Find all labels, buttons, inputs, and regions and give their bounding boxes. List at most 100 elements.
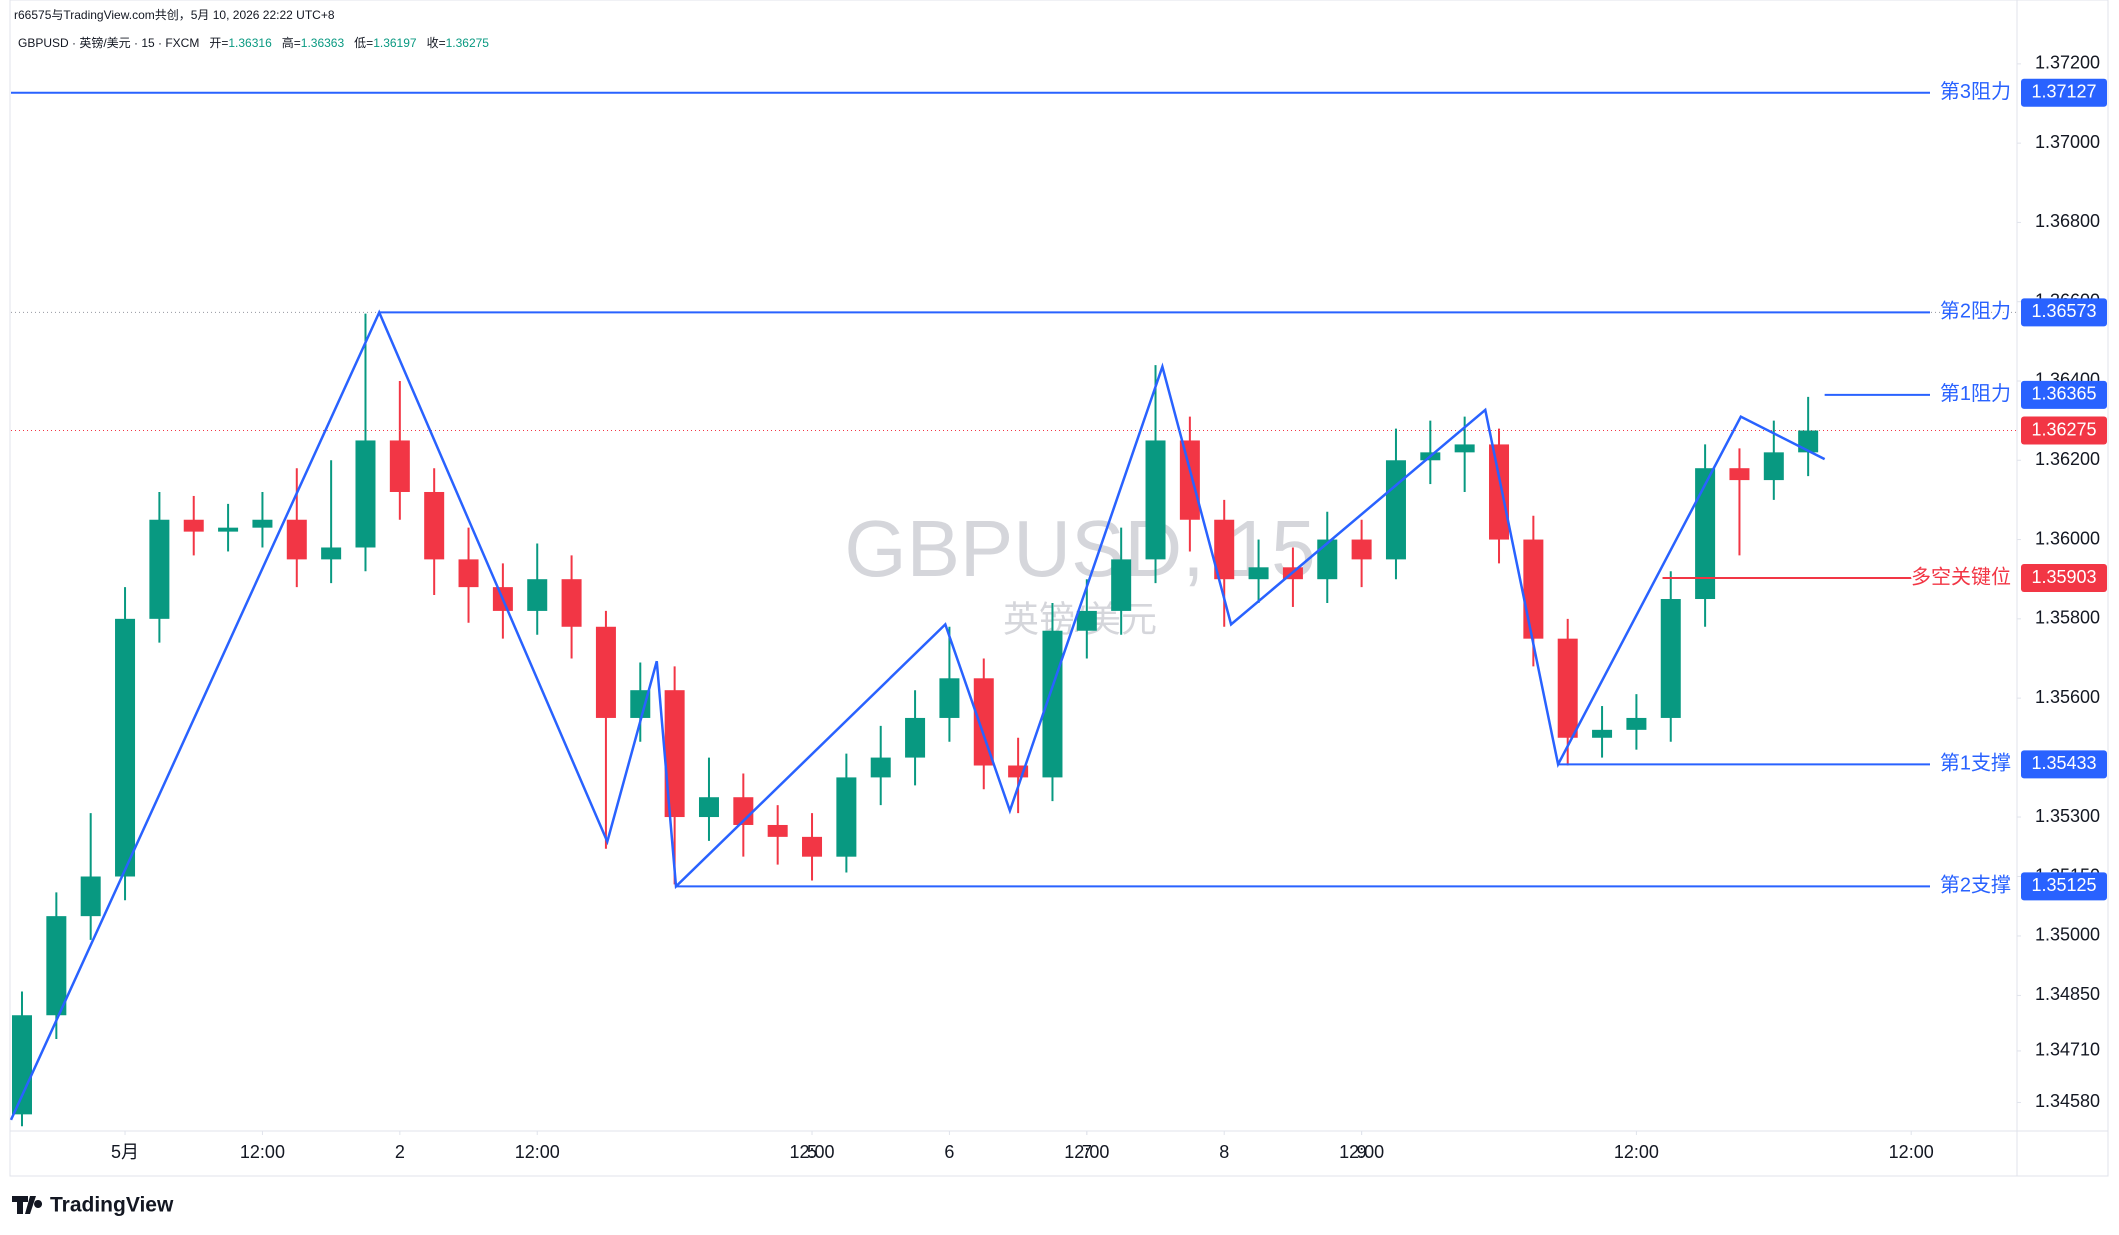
candle-body	[46, 916, 67, 1016]
y-tick-label: 1.36800	[2035, 211, 2100, 231]
y-tick-label: 1.35000	[2035, 925, 2100, 945]
level-box	[2021, 872, 2107, 901]
candle-body	[1557, 638, 1578, 738]
candle-body	[561, 579, 582, 627]
x-tick-label: 5	[807, 1142, 817, 1162]
candle-body	[1523, 539, 1544, 639]
ohlc-value: 1.36363	[300, 36, 345, 50]
level-value: 1.36365	[2031, 384, 2096, 404]
ohlc-value: 1.36316	[228, 36, 272, 50]
x-tick-label: 8	[1219, 1142, 1229, 1162]
y-tick-label: 1.37000	[2035, 132, 2100, 152]
candle-body	[698, 797, 719, 818]
candle-body	[80, 876, 101, 917]
candle-body	[1111, 559, 1132, 611]
x-tick-label: 12:00	[1064, 1142, 1109, 1162]
candle-body	[424, 491, 445, 560]
candle-body	[1798, 430, 1819, 453]
candle-body	[1385, 460, 1406, 560]
candle-body	[1179, 440, 1200, 520]
ohlc-value: 1.36197	[373, 36, 417, 50]
x-tick-label: 7	[1082, 1142, 1092, 1162]
candle-body	[149, 519, 170, 619]
candle-body	[115, 618, 136, 877]
candle-body	[1660, 599, 1681, 718]
candle-body	[1351, 539, 1372, 560]
watermark: GBPUSD, 15	[844, 504, 1315, 593]
candle-body	[527, 579, 548, 611]
candle-body	[733, 797, 754, 825]
candle-body	[905, 717, 926, 758]
x-tick-label: 12:00	[1614, 1142, 1659, 1162]
y-tick-label: 1.35800	[2035, 608, 2100, 628]
level-value: 1.37127	[2031, 82, 2096, 102]
x-tick-label: 12:00	[515, 1142, 560, 1162]
candle-body	[1214, 519, 1235, 580]
ohlc-item: 收=1.36275	[427, 34, 489, 51]
level-name: 第3阻力	[1940, 80, 2011, 103]
candle-body	[321, 547, 342, 560]
candle-body	[973, 678, 994, 766]
candle-body	[1626, 717, 1647, 730]
ohlc-label: 收=	[426, 36, 446, 50]
zigzag-line	[9, 309, 1826, 1121]
candle-body	[458, 559, 479, 588]
x-tick-label: 9	[1357, 1142, 1367, 1162]
y-tick-label: 1.37200	[2035, 53, 2100, 73]
level-box	[2021, 750, 2107, 779]
candle-body	[183, 519, 204, 532]
candle-body	[1763, 452, 1784, 481]
ohlc-value: 1.36275	[445, 36, 489, 50]
last-price-box	[2021, 416, 2107, 445]
x-tick-label: 12:00	[240, 1142, 285, 1162]
y-tick-label: 1.34710	[2035, 1040, 2100, 1060]
level-name: 第2支撑	[1940, 874, 2011, 897]
candle-body	[802, 836, 823, 857]
candle-body	[1454, 444, 1475, 453]
candle-body	[252, 519, 273, 528]
brand-logo	[12, 1196, 43, 1214]
ohlc-label: 开=	[209, 36, 229, 50]
y-tick-label: 1.35300	[2035, 806, 2100, 826]
candle-body	[1248, 567, 1269, 580]
candle-body	[630, 690, 651, 718]
symbol: GBPUSD · 英镑/美元 · 15 · FXCM	[18, 36, 200, 50]
legend: GBPUSD · 英镑/美元 · 15 · FXCM 开=1.36316 高=1.3…	[18, 34, 489, 51]
y-tick-label: 1.36000	[2035, 528, 2100, 548]
candle-body	[870, 757, 891, 778]
y-tick-label: 1.34850	[2035, 984, 2100, 1004]
candle-body	[836, 777, 857, 857]
ohlc-item: 开=1.36316	[209, 34, 271, 51]
candle-body	[1592, 729, 1613, 738]
x-tick-label: 2	[395, 1142, 405, 1162]
x-tick-label: 5月	[111, 1142, 139, 1162]
ohlc-item: 低=1.36197	[354, 34, 416, 51]
candle-body	[939, 678, 960, 718]
candle-body	[1729, 468, 1750, 481]
candle-body	[218, 527, 239, 532]
candle-body	[1042, 630, 1063, 778]
x-tick-label: 12:00	[1889, 1142, 1934, 1162]
candle-body	[1008, 765, 1029, 778]
brand: TradingView	[50, 1194, 174, 1217]
level-box	[2021, 380, 2107, 409]
level-box	[2021, 298, 2107, 327]
level-value: 1.36573	[2031, 301, 2096, 321]
level-name: 多空关键位	[1911, 565, 2011, 588]
level-value: 1.35433	[2031, 753, 2096, 773]
level-box	[2021, 78, 2107, 107]
level-name: 第2阻力	[1940, 300, 2011, 323]
candle-body	[767, 824, 788, 837]
ohlc-label: 低=	[354, 36, 374, 50]
y-tick-label: 1.34580	[2035, 1091, 2100, 1111]
level-value: 1.35125	[2031, 875, 2096, 895]
level-name: 第1阻力	[1940, 382, 2011, 405]
candle-body	[286, 519, 307, 560]
x-tick-label: 12:00	[1339, 1142, 1384, 1162]
candle-body	[355, 440, 376, 548]
level-box	[2021, 564, 2107, 593]
x-tick-label: 6	[944, 1142, 954, 1162]
last-price-value: 1.36275	[2031, 419, 2096, 439]
candle-body	[11, 1015, 32, 1115]
frame	[9, 0, 2109, 1177]
